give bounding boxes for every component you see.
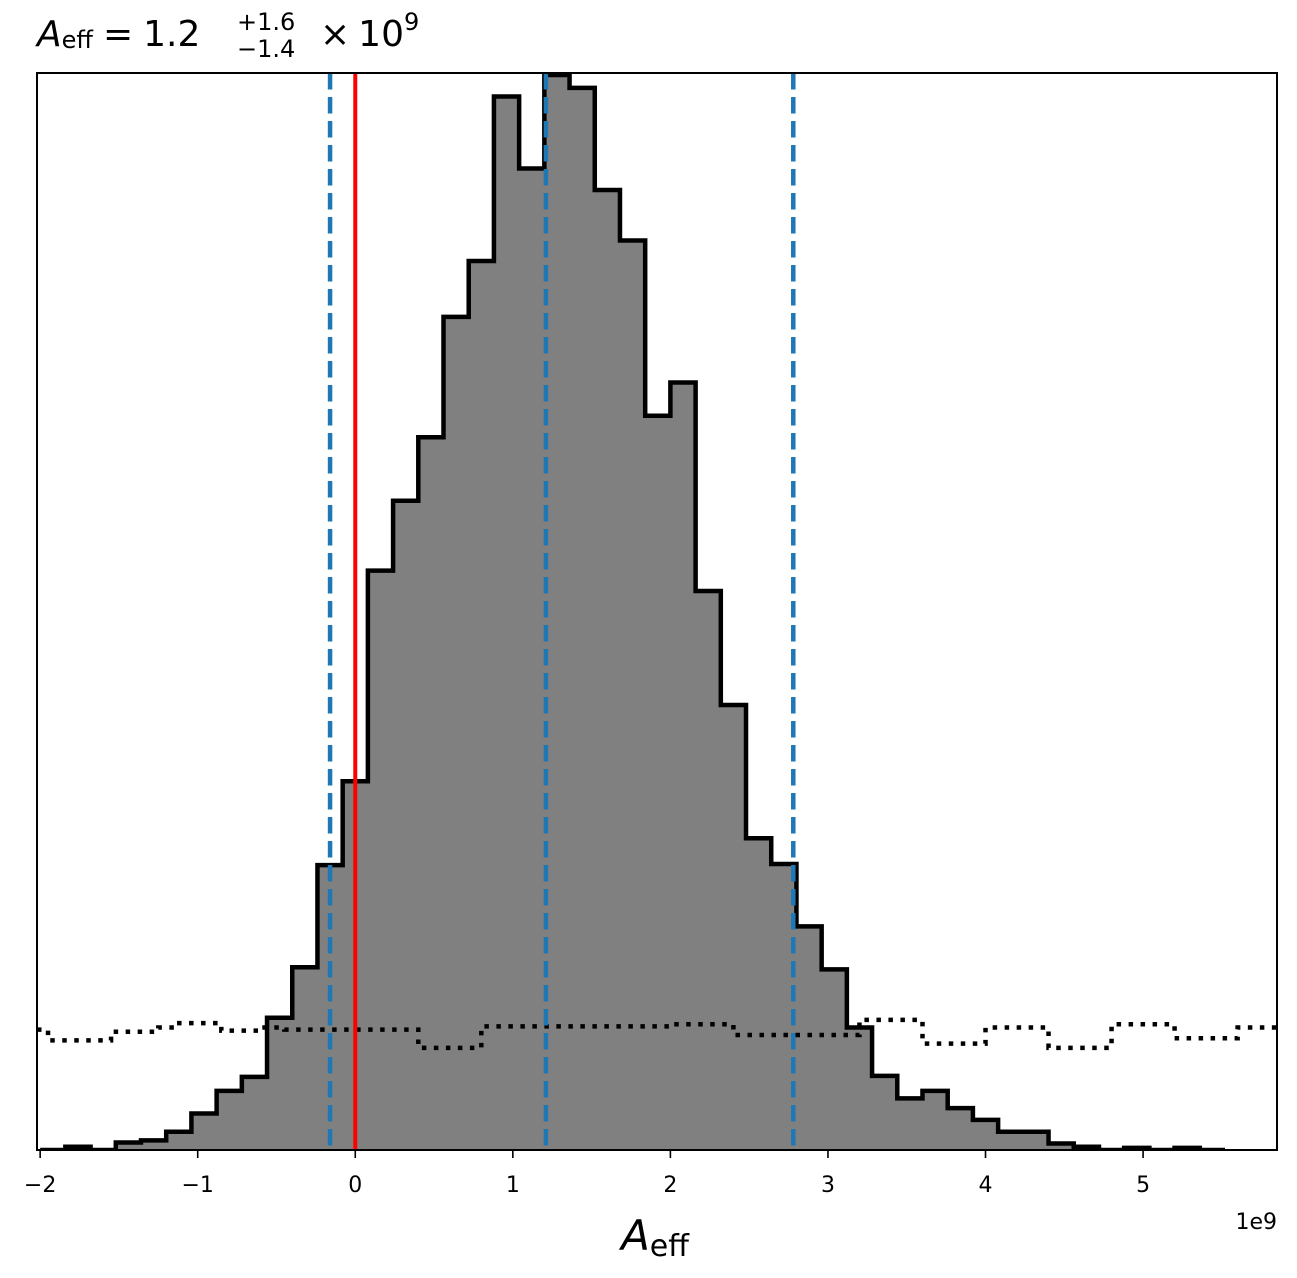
- posterior-bar-29: [771, 864, 798, 1150]
- title-base: 10: [358, 14, 404, 55]
- posterior-bar-31: [821, 969, 848, 1150]
- title-upper-error: +1.6: [237, 8, 295, 36]
- posterior-bar-21: [569, 87, 596, 1150]
- x-tick-label-6: 4: [979, 1173, 993, 1198]
- svg-text:Aeff=1.2: Aeff = 1.2: [35, 14, 200, 55]
- chart-title: Aeff = 1.2 +1.6 −1.4 × 109: [35, 8, 419, 63]
- posterior-bar-36: [947, 1108, 974, 1150]
- plot-area: [37, 73, 1277, 1150]
- title-subscript: eff: [62, 26, 94, 54]
- posterior-bar-37: [972, 1119, 999, 1150]
- posterior-bar-38: [998, 1131, 1024, 1150]
- x-tick-label-4: 2: [663, 1173, 677, 1198]
- posterior-bar-9: [267, 1017, 293, 1150]
- posterior-bar-30: [796, 926, 823, 1150]
- x-tick-label-0: −2: [24, 1173, 56, 1198]
- title-exponent: 9: [404, 8, 419, 36]
- posterior-bar-16: [443, 316, 470, 1150]
- posterior-bar-6: [191, 1113, 218, 1150]
- x-tick-label-3: 1: [506, 1173, 520, 1198]
- posterior-histogram: [40, 73, 1226, 1150]
- reference-lines: [327, 73, 796, 1150]
- title-times: ×: [320, 14, 350, 55]
- x-axis-label: Aeff: [618, 1211, 690, 1264]
- x-tick-label-1: −1: [181, 1173, 213, 1198]
- posterior-bar-39: [1023, 1131, 1050, 1150]
- posterior-bar-14: [393, 500, 419, 1150]
- plot-frame: [36, 72, 1278, 1151]
- posterior-bar-34: [897, 1098, 924, 1150]
- posterior-bar-10: [292, 967, 319, 1150]
- posterior-bar-35: [922, 1090, 949, 1150]
- posterior-bar-18: [493, 96, 520, 1150]
- posterior-bar-23: [619, 240, 646, 1150]
- posterior-bar-7: [216, 1090, 243, 1150]
- x-offset-label: 1e9: [1235, 1210, 1277, 1235]
- posterior-bar-20: [544, 75, 571, 1150]
- posterior-bar-5: [166, 1131, 193, 1150]
- posterior-bar-22: [594, 190, 621, 1150]
- posterior-bar-13: [367, 570, 394, 1150]
- x-axis: −2 −1 0 1 2 3 4 5: [24, 1150, 1150, 1198]
- posterior-bar-15: [418, 437, 445, 1150]
- posterior-bar-28: [746, 838, 772, 1150]
- svg-text:×109: × 109: [320, 8, 419, 55]
- posterior-bar-8: [241, 1076, 268, 1150]
- posterior-bar-27: [720, 704, 747, 1150]
- posterior-bar-32: [846, 1027, 873, 1150]
- x-tick-label-5: 3: [821, 1173, 835, 1198]
- posterior-bar-17: [468, 260, 495, 1150]
- prior-outline: [37, 1017, 1277, 1051]
- xlabel-subscript: eff: [650, 1229, 690, 1264]
- title-symbol: A: [35, 14, 62, 55]
- posterior-bar-19: [519, 168, 545, 1150]
- prior-histogram: [37, 1017, 1277, 1051]
- posterior-bar-26: [695, 591, 722, 1150]
- title-lower-error: −1.4: [237, 35, 295, 63]
- x-tick-label-7: 5: [1136, 1173, 1150, 1198]
- title-median: 1.2: [143, 14, 200, 55]
- posterior-bar-11: [317, 865, 344, 1150]
- posterior-bar-25: [670, 382, 697, 1150]
- xlabel-symbol: A: [618, 1211, 650, 1260]
- title-equals: =: [103, 14, 133, 55]
- x-tick-label-2: 0: [348, 1173, 362, 1198]
- posterior-bar-3: [115, 1142, 142, 1150]
- posterior-bar-33: [872, 1075, 898, 1150]
- posterior-outline: [40, 73, 1226, 1150]
- posterior-bar-40: [1048, 1143, 1075, 1150]
- posterior-bar-4: [140, 1140, 167, 1150]
- posterior-bar-24: [645, 415, 671, 1150]
